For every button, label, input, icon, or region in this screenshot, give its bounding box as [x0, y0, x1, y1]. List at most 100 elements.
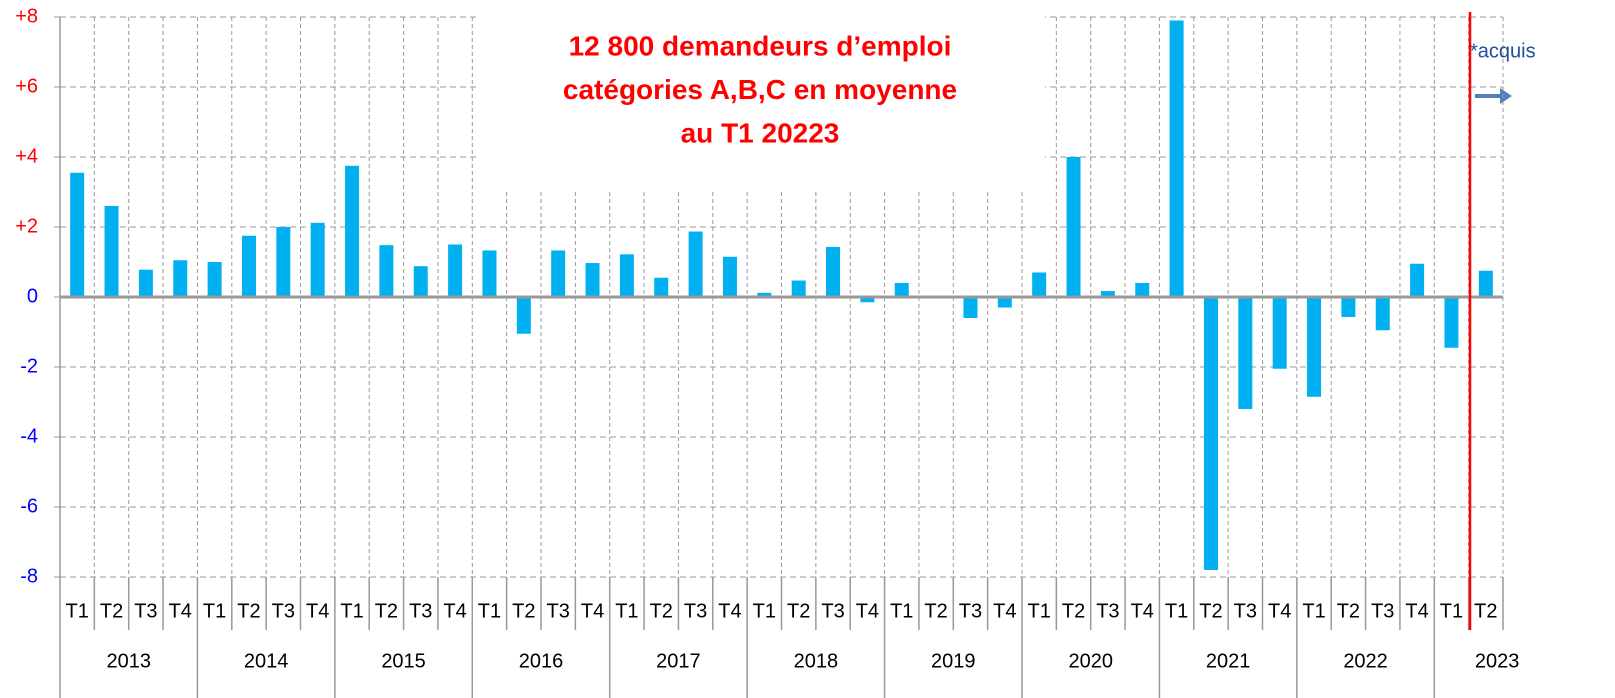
bar — [379, 245, 394, 297]
bar — [173, 260, 188, 297]
chart-title: 12 800 demandeurs d’emploi — [569, 30, 952, 61]
bar — [70, 172, 85, 297]
x-tick-label: T4 — [1405, 600, 1428, 622]
bar — [241, 235, 256, 297]
bar — [894, 283, 909, 297]
bar — [482, 250, 497, 297]
year-label: 2013 — [106, 650, 151, 672]
bar — [1066, 157, 1081, 297]
year-label: 2015 — [381, 650, 426, 672]
x-tick-label: T3 — [821, 600, 844, 622]
year-label: 2019 — [931, 650, 976, 672]
bar — [1100, 291, 1115, 297]
x-tick-label: T2 — [1199, 600, 1222, 622]
y-tick-label: -8 — [20, 565, 38, 587]
bar — [207, 262, 222, 297]
bar — [722, 256, 737, 297]
x-tick-label: T4 — [306, 600, 329, 622]
y-tick-label: -2 — [20, 355, 38, 377]
bar — [1135, 283, 1150, 297]
year-label: 2018 — [794, 650, 839, 672]
y-tick-label: -6 — [20, 495, 38, 517]
bar — [448, 244, 463, 297]
y-tick-label: +8 — [15, 5, 38, 27]
x-tick-label: T2 — [100, 600, 123, 622]
bar — [791, 280, 806, 297]
x-tick-label: T1 — [478, 600, 501, 622]
bar — [688, 231, 703, 297]
x-tick-label: T3 — [959, 600, 982, 622]
y-tick-label: +4 — [15, 145, 38, 167]
title-box — [478, 15, 1045, 190]
x-tick-label: T3 — [1234, 600, 1257, 622]
bar — [345, 165, 360, 297]
x-tick-label: T1 — [890, 600, 913, 622]
bar — [1444, 297, 1459, 348]
x-tick-label: T3 — [684, 600, 707, 622]
year-label: 2021 — [1206, 650, 1251, 672]
bar — [997, 297, 1012, 308]
bar — [413, 266, 428, 297]
bar — [551, 250, 566, 297]
bar — [1410, 263, 1425, 297]
year-label: 2014 — [244, 650, 289, 672]
x-tick-label: T4 — [581, 600, 604, 622]
bar — [963, 297, 978, 318]
x-tick-label: T4 — [169, 600, 192, 622]
y-tick-label: 0 — [27, 285, 38, 307]
x-tick-label: T1 — [615, 600, 638, 622]
x-tick-label: T1 — [1028, 600, 1051, 622]
x-tick-label: T2 — [787, 600, 810, 622]
bar — [276, 227, 291, 297]
arrow-head — [1500, 88, 1512, 104]
annotation: *acquis — [1470, 40, 1536, 62]
y-tick-label: -4 — [20, 425, 38, 447]
bar — [1169, 20, 1184, 297]
x-tick-label: T4 — [856, 600, 879, 622]
bar — [1272, 297, 1287, 369]
x-tick-label: T3 — [409, 600, 432, 622]
x-tick-label: T4 — [1131, 600, 1154, 622]
x-tick-label: T1 — [66, 600, 89, 622]
x-tick-label: T1 — [753, 600, 776, 622]
bar — [138, 269, 153, 297]
x-tick-label: T4 — [443, 600, 466, 622]
chart-title: catégories A,B,C en moyenne — [563, 74, 957, 105]
bar — [654, 277, 669, 297]
x-tick-label: T1 — [1440, 600, 1463, 622]
x-tick-label: T1 — [340, 600, 363, 622]
x-tick-label: T3 — [134, 600, 157, 622]
x-tick-label: T3 — [272, 600, 295, 622]
x-tick-label: T3 — [1096, 600, 1119, 622]
year-label: 2016 — [519, 650, 564, 672]
bar — [826, 246, 841, 297]
x-tick-label: T2 — [237, 600, 260, 622]
x-tick-label: T1 — [1165, 600, 1188, 622]
x-tick-label: T2 — [650, 600, 673, 622]
x-tick-label: T3 — [547, 600, 570, 622]
x-tick-label: T1 — [1302, 600, 1325, 622]
year-label: 2020 — [1068, 650, 1113, 672]
x-tick-label: T2 — [375, 600, 398, 622]
bar — [516, 297, 531, 334]
bar — [1238, 297, 1253, 409]
x-tick-label: T3 — [1371, 600, 1394, 622]
year-label: 2017 — [656, 650, 701, 672]
bar — [1307, 297, 1322, 397]
y-tick-label: +6 — [15, 75, 38, 97]
chart-title: au T1 20223 — [681, 117, 840, 148]
year-label: 2023 — [1475, 650, 1520, 672]
x-tick-label: T2 — [512, 600, 535, 622]
bar — [619, 254, 634, 297]
bar — [757, 292, 772, 297]
bar — [104, 206, 119, 297]
bar — [1375, 297, 1390, 331]
y-tick-label: +2 — [15, 215, 38, 237]
bar — [310, 222, 325, 297]
x-tick-label: T4 — [993, 600, 1016, 622]
bar — [1341, 297, 1356, 317]
x-tick-label: T4 — [718, 600, 741, 622]
bar — [1478, 270, 1493, 297]
bar — [1032, 272, 1047, 297]
